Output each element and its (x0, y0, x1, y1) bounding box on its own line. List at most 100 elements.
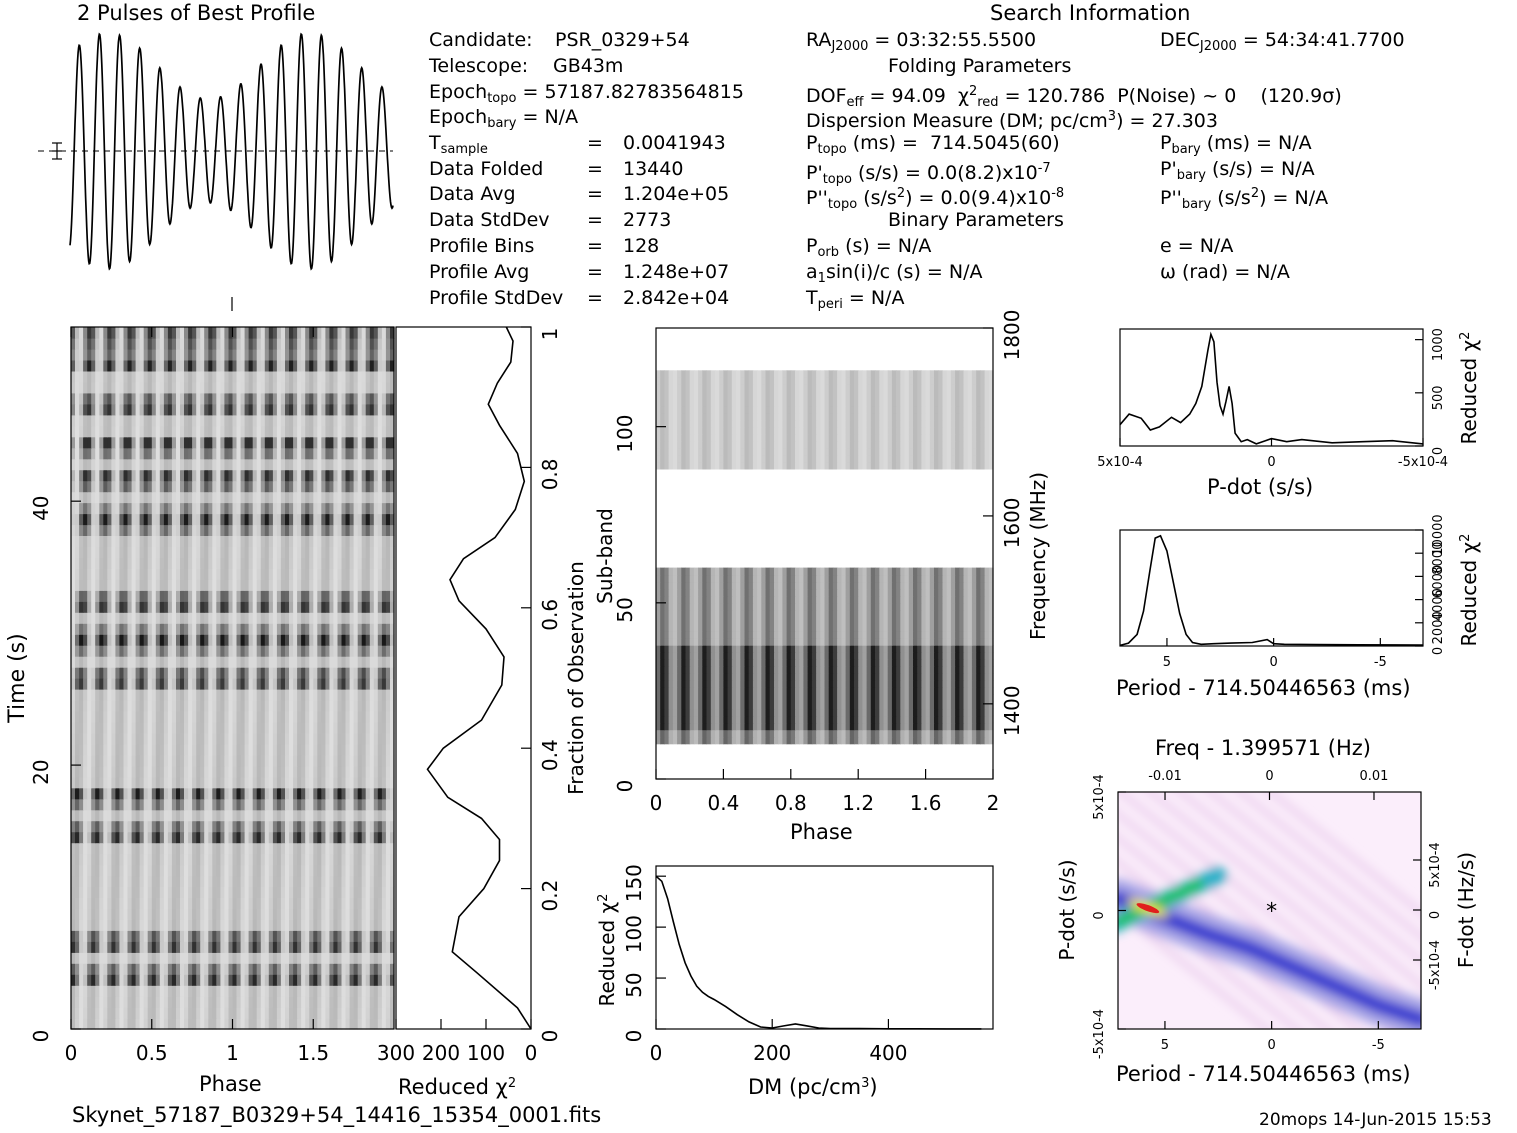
pixel (216, 754, 221, 767)
pixel (353, 436, 359, 449)
pixel (325, 436, 330, 449)
pixel (83, 612, 88, 624)
pixel (272, 886, 278, 898)
pixel (244, 579, 250, 591)
pixel (163, 568, 169, 580)
pixel (131, 645, 137, 657)
pixel (248, 820, 254, 833)
pixel (260, 963, 266, 975)
pixel (373, 436, 379, 449)
pixel (285, 864, 290, 877)
pixel (155, 886, 161, 898)
pixel (216, 908, 221, 920)
pixel (212, 721, 217, 734)
pixel (119, 853, 124, 866)
pixel (200, 985, 205, 997)
pixel (357, 875, 363, 887)
pixel (79, 875, 84, 887)
pixel (167, 502, 173, 515)
pixel (264, 897, 270, 909)
pixel (176, 853, 181, 866)
pixel (321, 458, 326, 471)
pixel (192, 480, 197, 493)
pixel (167, 458, 173, 471)
pixel (91, 809, 96, 822)
pixel (276, 568, 282, 580)
pixel (280, 480, 286, 493)
pixel (151, 392, 157, 405)
pixel (268, 919, 274, 931)
pixel (216, 557, 221, 569)
pixel (216, 568, 221, 580)
pixel (349, 480, 355, 493)
pixel (272, 480, 278, 493)
pixel (131, 864, 137, 877)
pixel (385, 919, 391, 931)
pixel (285, 1007, 290, 1019)
pixel (309, 469, 314, 482)
pixel (208, 524, 213, 536)
pixel (369, 974, 375, 986)
pixel (244, 721, 250, 734)
pixel (107, 853, 112, 866)
pixel (232, 776, 238, 789)
pixel (196, 732, 201, 745)
pixel (151, 996, 157, 1008)
pixel (337, 612, 343, 624)
pixel (167, 941, 173, 953)
pixel (381, 831, 387, 844)
pixel (224, 765, 229, 778)
pixel (297, 414, 302, 427)
pixel (260, 645, 266, 657)
pixel (208, 798, 213, 811)
pixel (276, 612, 282, 624)
pixel (345, 710, 351, 723)
pixel (119, 370, 124, 383)
pixel (200, 535, 205, 547)
pixel (345, 952, 351, 964)
pixel (333, 579, 338, 591)
pixel (276, 732, 282, 745)
pixel (260, 710, 266, 723)
pixel (143, 392, 149, 405)
pixel (111, 590, 116, 602)
pixel (240, 359, 246, 372)
pixel (123, 875, 129, 887)
pixel (280, 1018, 286, 1030)
pixel (361, 392, 367, 405)
pixel (385, 743, 391, 756)
pixel (220, 776, 225, 789)
pixel (79, 469, 84, 482)
pixel (107, 689, 112, 701)
pixel (139, 678, 145, 690)
pixel (232, 590, 238, 602)
pixel (99, 612, 104, 624)
pixel (390, 645, 395, 657)
pixel (341, 656, 347, 668)
pixel (272, 919, 278, 931)
pixel (321, 952, 326, 964)
pixel (163, 699, 169, 712)
pixel (264, 370, 270, 383)
pixel (236, 601, 242, 613)
pixel (317, 765, 322, 778)
pixel (79, 579, 84, 591)
pixel (285, 612, 290, 624)
pixel (115, 392, 120, 405)
pixel (87, 502, 92, 515)
pixel (188, 678, 193, 690)
pixel (115, 381, 120, 394)
pixel (83, 809, 88, 822)
pixel (212, 491, 217, 504)
pixel (357, 1018, 363, 1030)
pixel (208, 776, 213, 789)
pixel (309, 831, 314, 844)
pixel (119, 996, 124, 1008)
pixel (139, 743, 145, 756)
pixel (349, 996, 355, 1008)
pixel (248, 348, 254, 361)
pixel (171, 787, 177, 800)
pixel (289, 447, 294, 460)
pixel (196, 359, 201, 372)
pixel (115, 338, 120, 350)
